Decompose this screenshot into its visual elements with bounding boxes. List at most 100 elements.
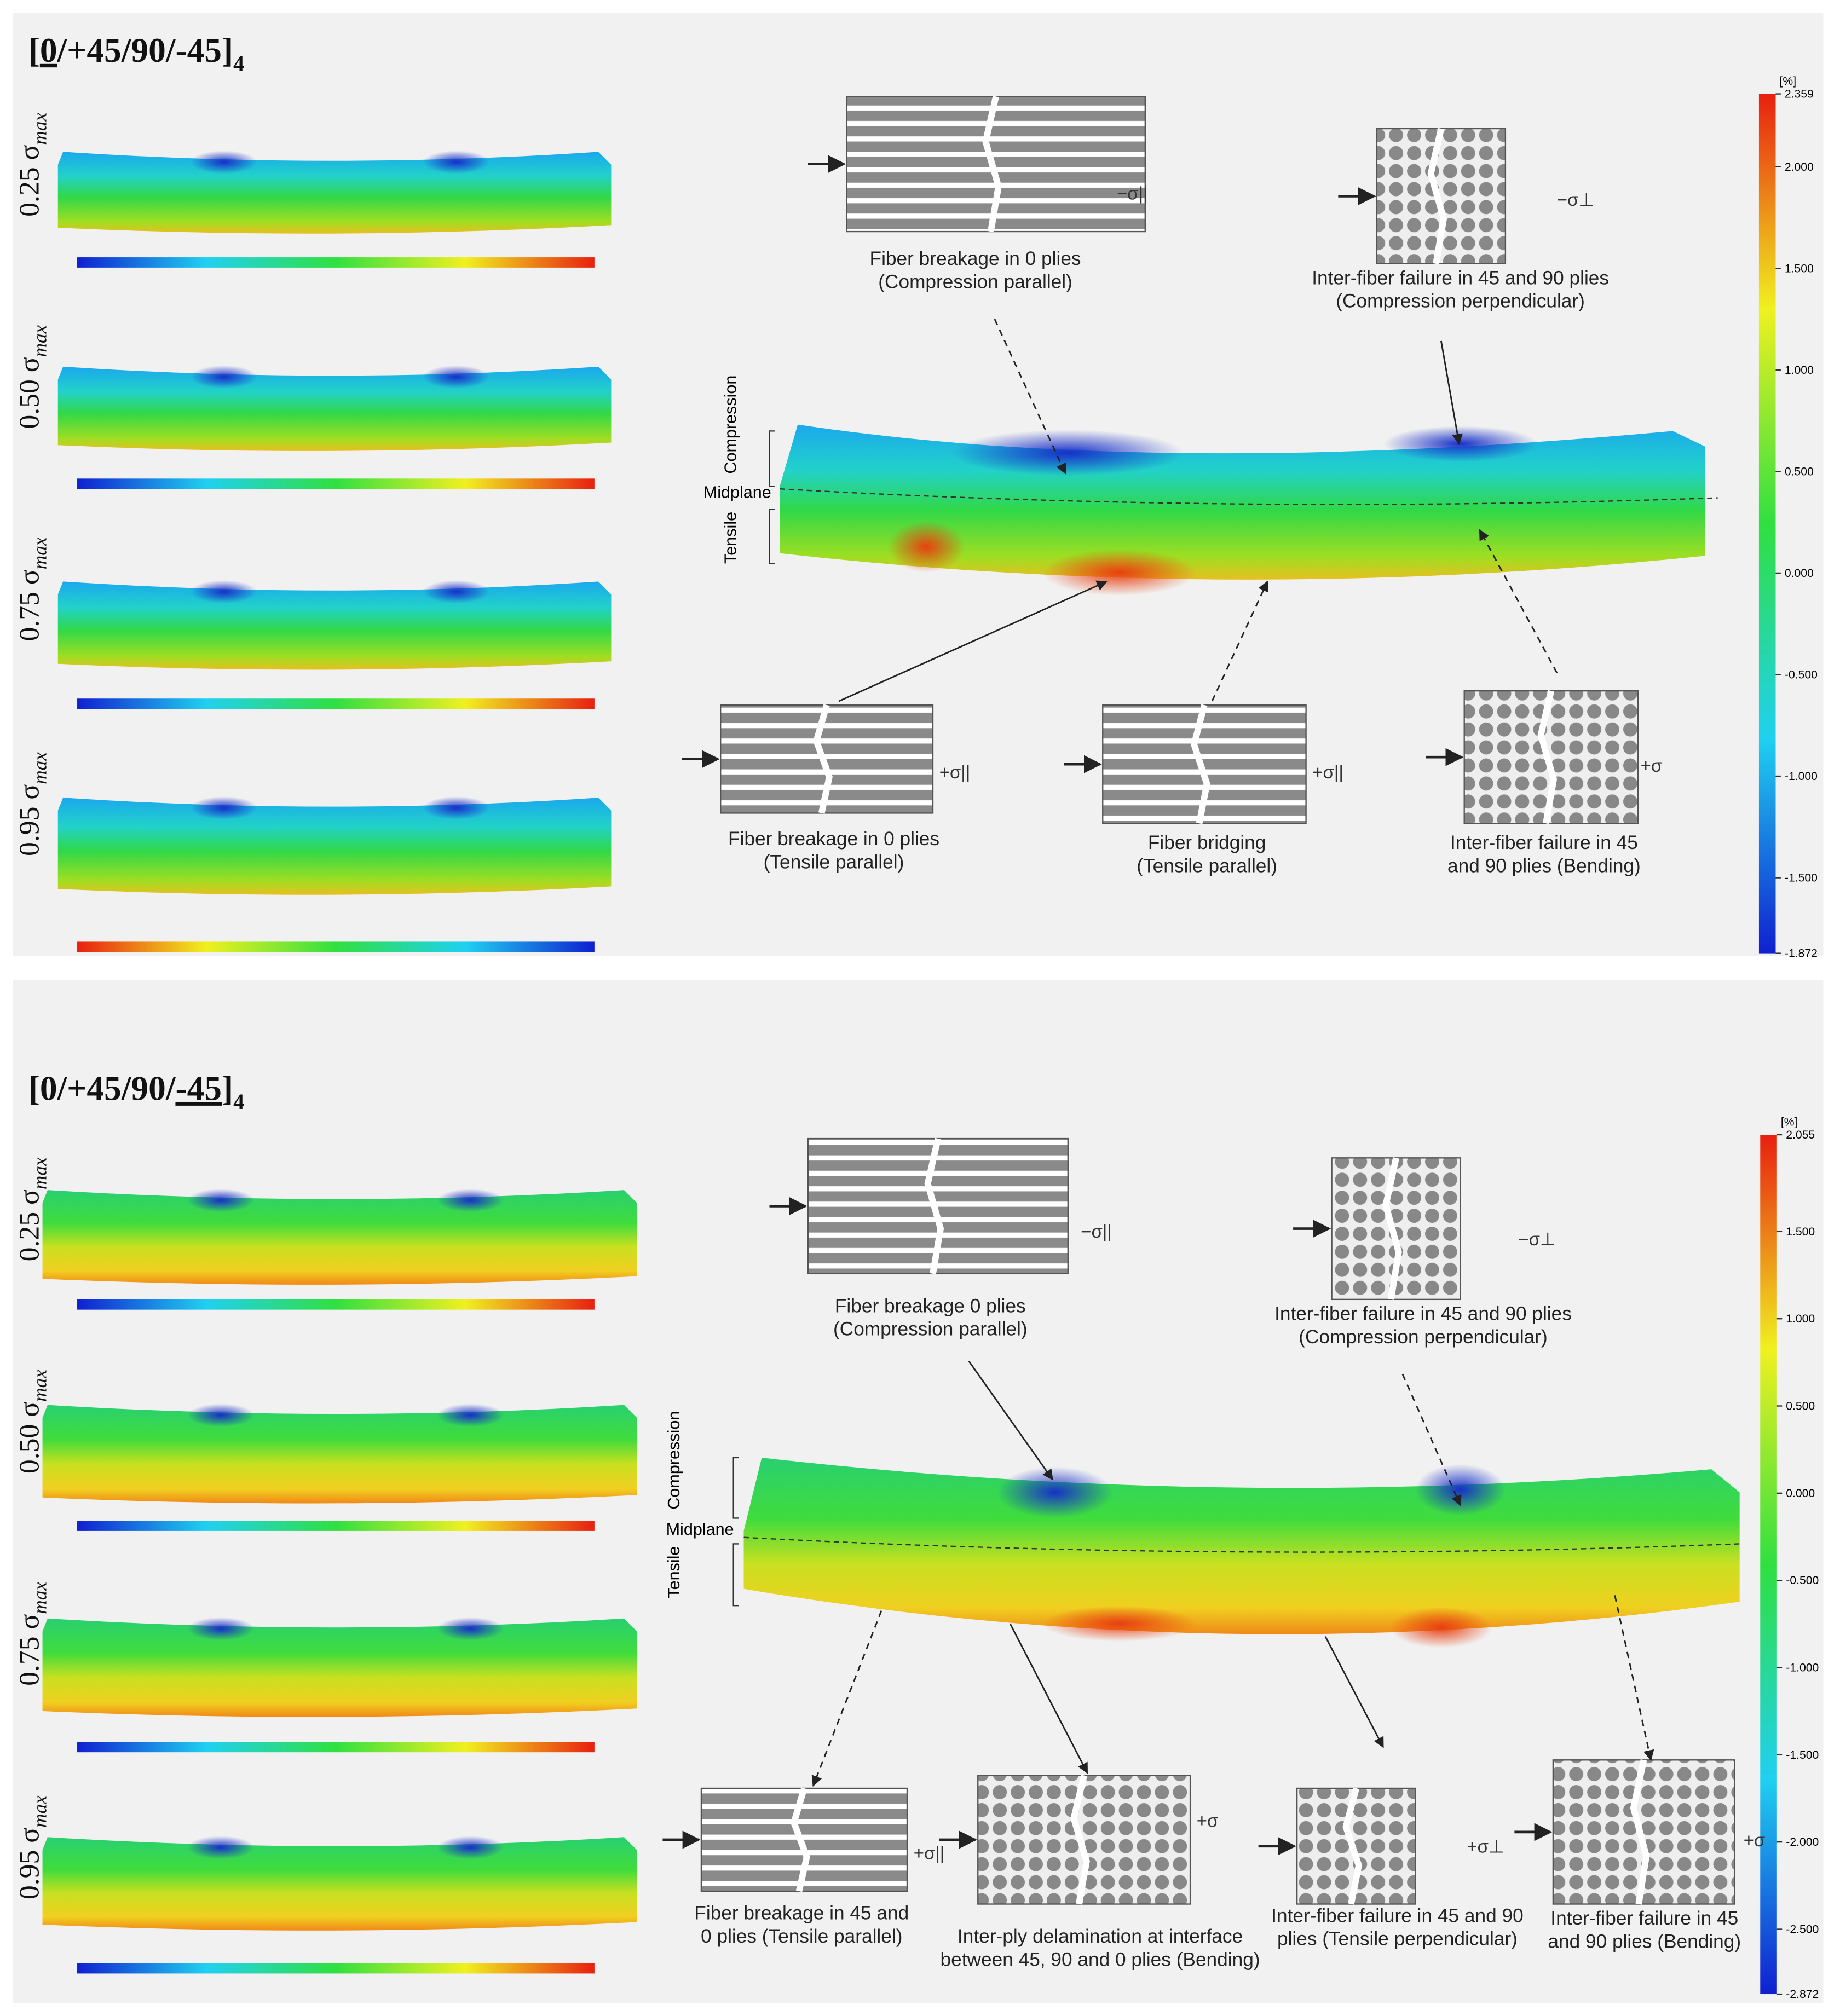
strain-field-beam: [42, 1837, 637, 1931]
row-label-subscript: max: [30, 325, 51, 357]
strain-field-beam: [42, 1190, 637, 1285]
colorbar-tick-label: -1.872: [1785, 948, 1818, 960]
row-label-subscript: max: [30, 1157, 51, 1189]
row-label: 0.75 σmax: [14, 1582, 51, 1686]
strain-spot: [187, 1188, 255, 1212]
mechanism-label: plies (Tensile perpendicular): [1277, 1928, 1518, 1950]
load-symbol: +σ||: [1312, 762, 1343, 782]
crack: [813, 704, 833, 814]
colorbar-unit: [%]: [1781, 1116, 1798, 1129]
colorbar-tick-label: 1.500: [1786, 1226, 1815, 1238]
strain-spot: [887, 521, 965, 573]
colorbar-tick-label: -1.500: [1785, 872, 1818, 885]
pointer-arrow: [1211, 580, 1268, 702]
small-colorbar: [77, 1963, 595, 1974]
colorbar-tick-label: 2.055: [1786, 1129, 1815, 1141]
zone-label: Tensile: [721, 512, 740, 564]
mechanism-label: Inter-ply delamination at interface: [958, 1926, 1243, 1947]
row-label-subscript: max: [30, 752, 51, 784]
load-symbol: +σ||: [914, 1842, 945, 1863]
small-colorbar: [77, 1742, 595, 1753]
strain-field-beam: [57, 152, 612, 234]
load-symbol: −σ⊥: [1518, 1229, 1555, 1249]
colorbar-tick-label: -1.000: [1786, 1662, 1819, 1674]
crack: [1537, 690, 1558, 824]
load-symbol: −σ||: [1081, 1221, 1112, 1241]
crack: [1427, 128, 1447, 264]
title-part: /+45/90/-45]: [57, 31, 234, 70]
strain-spot: [437, 1188, 504, 1212]
strain-spot: [190, 580, 258, 604]
strain-spot: [437, 1403, 504, 1427]
colorbar-tick-label: -2.500: [1786, 1923, 1819, 1936]
zone-label: Tensile: [665, 1546, 683, 1598]
colorbar-tick-label: -1.500: [1786, 1749, 1819, 1761]
zone-label: Compression: [665, 1411, 683, 1510]
row-label: 0.95 σmax: [14, 752, 51, 856]
mechanism-label: Inter-fiber failure in 45 and 90: [1271, 1905, 1524, 1926]
crack: [790, 1787, 810, 1892]
mechanism-label: (Tensile parallel): [764, 851, 904, 873]
title-part: 0: [40, 31, 57, 70]
row-label: 0.95 σmax: [14, 1795, 51, 1899]
row-label-text: 0.25 σ: [14, 145, 45, 216]
mechanism-label: between 45, 90 and 0 plies (Bending): [941, 1949, 1260, 1970]
mechanism-label: (Compression perpendicular): [1336, 291, 1585, 312]
strain-spot: [423, 365, 490, 389]
small-colorbar: [77, 257, 595, 268]
strain-spot: [1042, 549, 1197, 596]
colorbar-tick-label: 0.500: [1785, 465, 1814, 478]
crack: [924, 1137, 944, 1274]
midplane-line: [780, 488, 1718, 505]
load-symbol: +σ||: [939, 762, 971, 782]
strain-spot: [187, 1617, 255, 1640]
row-label-text: 0.50 σ: [14, 1402, 45, 1474]
row-label-text: 0.75 σ: [14, 569, 45, 641]
crack: [982, 95, 1002, 233]
row-label-text: 0.95 σ: [14, 1828, 45, 1899]
colorbar-tick-label: -2.000: [1786, 1836, 1819, 1849]
row-label: 0.25 σmax: [14, 1157, 51, 1261]
small-colorbar: [77, 698, 595, 709]
small-colorbar: [77, 478, 595, 489]
mechanism-label: Fiber breakage in 0 plies: [728, 828, 939, 850]
load-symbol: +σ: [1197, 1810, 1219, 1830]
title-part: [: [28, 31, 40, 70]
strain-spot: [423, 796, 490, 820]
row-label-subscript: max: [30, 1795, 51, 1828]
colorbar-tick-label: 0.500: [1786, 1400, 1815, 1413]
pointer-arrow: [1009, 1623, 1088, 1774]
strain-spot: [423, 580, 490, 604]
pointer-arrow: [1479, 529, 1558, 673]
colorbar-tick-label: 1.500: [1785, 262, 1814, 275]
mechanism-label: (Compression parallel): [878, 271, 1072, 292]
mechanism-label: and 90 plies (Bending): [1548, 1931, 1741, 1952]
row-label: 0.50 σmax: [14, 1370, 51, 1474]
mechanism-label: Inter-fiber failure in 45: [1550, 1908, 1738, 1929]
strain-spot: [190, 365, 258, 389]
colorbar-tick-label: 1.000: [1786, 1313, 1815, 1325]
mechanism-label: Fiber bridging: [1148, 832, 1266, 853]
panel-title: [0/+45/90/-45]4: [28, 31, 244, 76]
colorbar: [1758, 94, 1776, 954]
strain-spot: [190, 796, 258, 820]
colorbar-tick-label: -2.872: [1786, 1988, 1819, 2001]
crack: [1630, 1759, 1650, 1905]
strain-field-beam: [42, 1618, 637, 1717]
crack: [1382, 1157, 1402, 1300]
mechanism-label: Inter-fiber failure in 45: [1450, 832, 1638, 853]
colorbar-unit: [%]: [1780, 75, 1797, 88]
title-part: [0/+45/90/: [28, 1069, 176, 1108]
mechanism-label: Inter-fiber failure in 45 and 90 plies: [1312, 267, 1609, 288]
pointer-arrow: [1401, 1373, 1462, 1506]
pointer-arrow: [1324, 1636, 1384, 1748]
load-symbol: +σ⊥: [1467, 1836, 1504, 1857]
row-label-text: 0.75 σ: [14, 1614, 45, 1686]
small-colorbar: [77, 1521, 595, 1531]
colorbar-tick-label: -0.500: [1786, 1574, 1819, 1587]
strain-field-beam: [57, 798, 612, 895]
strain-spot: [190, 150, 258, 174]
crack: [1342, 1787, 1363, 1905]
